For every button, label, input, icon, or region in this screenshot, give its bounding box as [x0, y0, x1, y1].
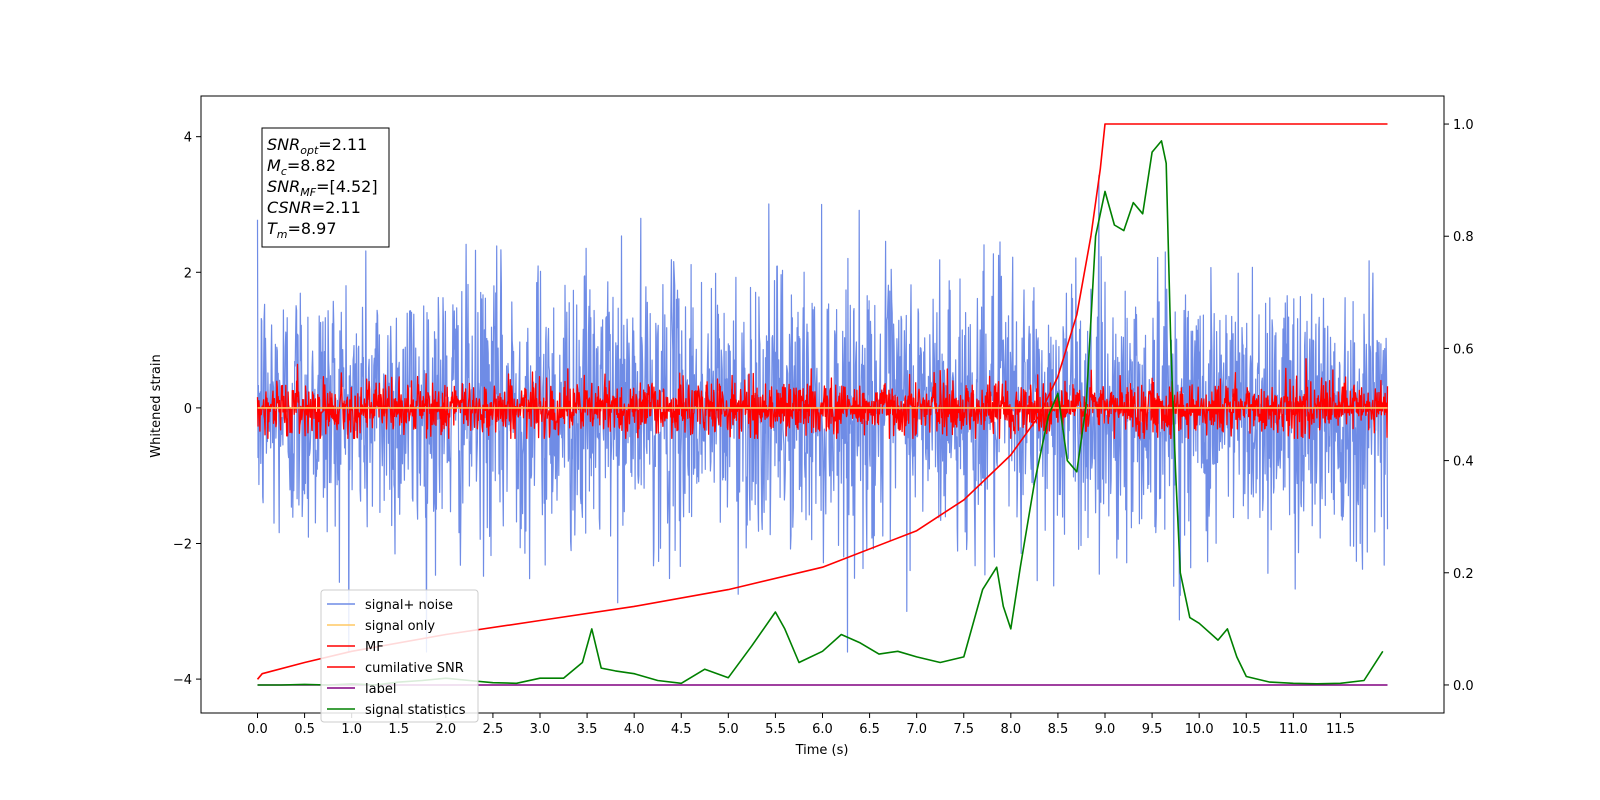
x-tick-label: 4.0	[624, 722, 645, 737]
x-tick-label: 11.0	[1279, 722, 1308, 737]
series-signal-statistics	[257, 140, 1384, 686]
x-tick-label: 8.0	[1000, 722, 1021, 737]
x-tick-label: 3.5	[577, 722, 598, 737]
series-mf	[256, 358, 1389, 440]
annotation-line: SNRopt=2.11	[267, 135, 367, 157]
y-tick-label: −4	[173, 673, 192, 688]
legend-entry: signal+ noise	[365, 598, 453, 613]
legend: signal+ noise signal only MF cumilative SNR…	[320, 589, 479, 723]
x-tick-label: 5.5	[765, 722, 786, 737]
annotation-line: Tm=8.97	[267, 219, 337, 241]
y2-tick-label: 1.0	[1453, 118, 1474, 133]
y-tick-label: 2	[184, 266, 192, 281]
y-axis-left: −4 −2 0 2 4	[173, 131, 201, 688]
legend-entry: signal only	[365, 619, 435, 634]
x-tick-label: 6.0	[812, 722, 833, 737]
x-tick-label: 3.0	[530, 722, 551, 737]
series-signal-noise	[256, 174, 1389, 653]
legend-entry: MF	[365, 640, 384, 655]
x-tick-label: 0.5	[294, 722, 315, 737]
legend-entry: label	[365, 682, 396, 697]
legend-entry: cumilative SNR	[365, 661, 464, 676]
x-tick-label: 1.5	[388, 722, 409, 737]
x-tick-label: 7.5	[953, 722, 974, 737]
legend-entry: signal statistics	[365, 703, 466, 718]
x-tick-label: 5.0	[718, 722, 739, 737]
annotation-line: SNRMF=[4.52]	[267, 177, 378, 199]
y2-tick-label: 0.6	[1453, 342, 1474, 357]
x-tick-label: 9.0	[1095, 722, 1116, 737]
x-tick-label: 2.5	[483, 722, 504, 737]
y2-tick-label: 0.2	[1453, 567, 1474, 582]
annotation-line: CSNR=2.11	[267, 198, 361, 217]
x-tick-label: 8.5	[1048, 722, 1069, 737]
y-tick-label: 0	[184, 402, 192, 417]
x-tick-label: 1.0	[341, 722, 362, 737]
x-axis: 0.0 0.5 1.0 1.5 2.0 2.5 3.0 3.5 4.0 4.5 5.0 5.5 6.0 6…	[247, 713, 1355, 737]
x-tick-label: 10.0	[1185, 722, 1214, 737]
x-tick-label: 4.5	[671, 722, 692, 737]
y2-tick-label: 0.4	[1453, 455, 1474, 470]
x-tick-label: 9.5	[1142, 722, 1163, 737]
x-tick-label: 6.5	[859, 722, 880, 737]
x-tick-label: 11.5	[1326, 722, 1355, 737]
legend-frame	[320, 589, 479, 723]
x-axis-label: Time (s)	[795, 743, 849, 758]
y2-tick-label: 0.8	[1453, 230, 1474, 245]
y-axis-label: Whitened strain	[149, 354, 164, 457]
annotation-frame	[261, 127, 390, 248]
x-tick-label: 2.0	[435, 722, 456, 737]
x-tick-label: 0.0	[247, 722, 268, 737]
annotation-line: Mc=8.82	[267, 156, 336, 178]
y-tick-label: 4	[184, 131, 192, 146]
x-tick-label: 10.5	[1232, 722, 1261, 737]
y-tick-label: −2	[173, 537, 192, 552]
x-tick-label: 7.0	[906, 722, 927, 737]
y-axis-right: 0.0 0.2 0.4 0.6 0.8 1.0	[1444, 118, 1474, 694]
y2-tick-label: 0.0	[1453, 679, 1474, 694]
